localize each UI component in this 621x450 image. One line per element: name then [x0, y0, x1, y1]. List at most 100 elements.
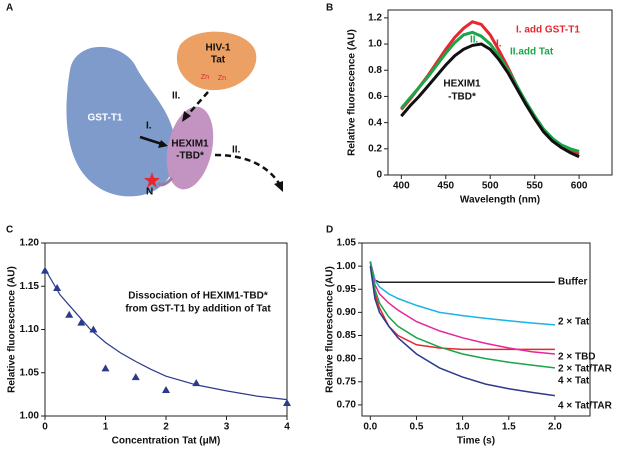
x-tick-label: 0.5: [410, 422, 424, 433]
series-label: 4 × Tat/TAR: [558, 401, 613, 412]
annotation: from GST-T1 by addition of Tat: [125, 304, 271, 315]
x-tick-label: 600: [571, 181, 588, 192]
point: [192, 379, 201, 387]
x-tick-label: 1: [103, 422, 109, 433]
label: Zn: [201, 74, 209, 81]
panel-label: A: [6, 3, 13, 14]
label: II.: [232, 145, 241, 156]
y-tick-label: 1.10: [20, 324, 40, 335]
y-tick-label: 0.2: [368, 143, 382, 154]
annotation: I. add GST-T1: [516, 25, 580, 36]
panel-label: C: [6, 225, 13, 236]
x-tick-label: 550: [526, 181, 543, 192]
label: N: [146, 187, 153, 198]
point: [89, 325, 98, 333]
series-line: [369, 261, 555, 369]
series-label: 4 × Tat: [558, 376, 590, 387]
series-line: [369, 261, 555, 355]
arrowhead: [158, 140, 168, 148]
x-tick-label: 2: [163, 422, 169, 433]
arrow-3: [214, 153, 282, 186]
y-tick-label: 1.2: [368, 12, 382, 23]
label: -TBD*: [176, 151, 204, 162]
gst-shape: [66, 46, 176, 197]
y-tick-label: 0.70: [337, 400, 357, 411]
y-tick-label: 0: [376, 170, 382, 181]
x-axis-label: Wavelength (nm): [460, 195, 540, 206]
label: HIV-1: [205, 43, 230, 54]
x-tick-label: 1.5: [502, 422, 516, 433]
y-tick-label: 1.15: [20, 281, 40, 292]
x-tick-label: 1.0: [456, 422, 470, 433]
point: [77, 318, 86, 326]
series-label: 2 × Tat/TAR: [558, 364, 613, 375]
x-tick-label: 0.0: [363, 422, 377, 433]
plot-frame: [361, 242, 591, 417]
panel-label: D: [326, 225, 333, 236]
y-tick-label: 1.00: [20, 411, 40, 422]
fit-line: [44, 268, 288, 401]
y-tick-label: 0.85: [337, 330, 357, 341]
series-label: 2 × TBD: [558, 352, 596, 363]
arrowhead: [274, 181, 283, 192]
x-axis-label: Concentration Tat (μM): [112, 436, 221, 447]
x-axis-label: Time (s): [457, 436, 495, 447]
annotation: II.: [470, 35, 479, 46]
label: Zn: [218, 75, 226, 82]
tat-shape: [176, 31, 257, 91]
point: [283, 399, 291, 407]
x-tick-label: 400: [393, 181, 410, 192]
point: [41, 266, 49, 274]
series-label: 2 × Tat: [558, 317, 590, 328]
y-tick-label: 1.05: [20, 367, 40, 378]
series-line: [400, 42, 580, 159]
annotation: I.: [496, 39, 502, 50]
point: [162, 386, 170, 394]
label: I.: [146, 121, 152, 132]
series-line: [369, 265, 556, 397]
arrowhead: [182, 111, 191, 122]
series-line: [369, 261, 555, 284]
label: Tat: [211, 55, 226, 66]
y-tick-label: 0.8: [368, 65, 382, 76]
x-tick-label: 500: [482, 181, 499, 192]
panel-label: B: [326, 3, 333, 14]
x-tick-label: 2.0: [548, 422, 562, 433]
arrow-2: [184, 91, 209, 119]
point: [131, 373, 140, 381]
diagram: HIV-1 Tat Zn Zn GST-T1 HEXIM1 -TBD* I. I…: [66, 31, 283, 198]
label: GST-T1: [87, 113, 122, 124]
annotation: -TBD*: [448, 92, 476, 103]
hexim-shape: [166, 106, 214, 190]
label: HEXIM1: [171, 139, 209, 150]
annotation: HEXIM1: [443, 79, 481, 90]
annotation: Dissociation of HEXIM1-TBD*: [128, 291, 268, 302]
y-tick-label: 0.4: [368, 117, 382, 128]
x-tick-label: 4: [284, 422, 290, 433]
point: [53, 283, 62, 291]
annotation: II.add Tat: [510, 47, 554, 58]
tail: [156, 176, 174, 187]
label: II.: [172, 91, 181, 102]
y-axis-label: Relative fluorescence (AU): [325, 266, 336, 393]
y-tick-label: 0.6: [368, 91, 382, 102]
series-label: Buffer: [558, 277, 588, 288]
series-line: [369, 261, 555, 351]
x-tick-label: 0: [42, 422, 48, 433]
y-tick-label: 1.0: [368, 39, 382, 50]
x-tick-label: 450: [437, 181, 454, 192]
y-tick-label: 0.95: [337, 284, 357, 295]
point: [101, 364, 110, 372]
y-tick-label: 0.90: [337, 307, 357, 318]
y-tick-label: 1.05: [337, 238, 357, 249]
y-tick-label: 1.20: [20, 238, 40, 249]
series-line: [369, 261, 555, 326]
x-tick-label: 3: [224, 422, 230, 433]
y-tick-label: 0.80: [337, 353, 357, 364]
star: [144, 172, 160, 188]
plot-frame: [387, 9, 613, 176]
point: [65, 310, 74, 318]
y-axis-label: Relative fluorescence (AU): [7, 266, 18, 393]
y-tick-label: 1.00: [337, 261, 357, 272]
